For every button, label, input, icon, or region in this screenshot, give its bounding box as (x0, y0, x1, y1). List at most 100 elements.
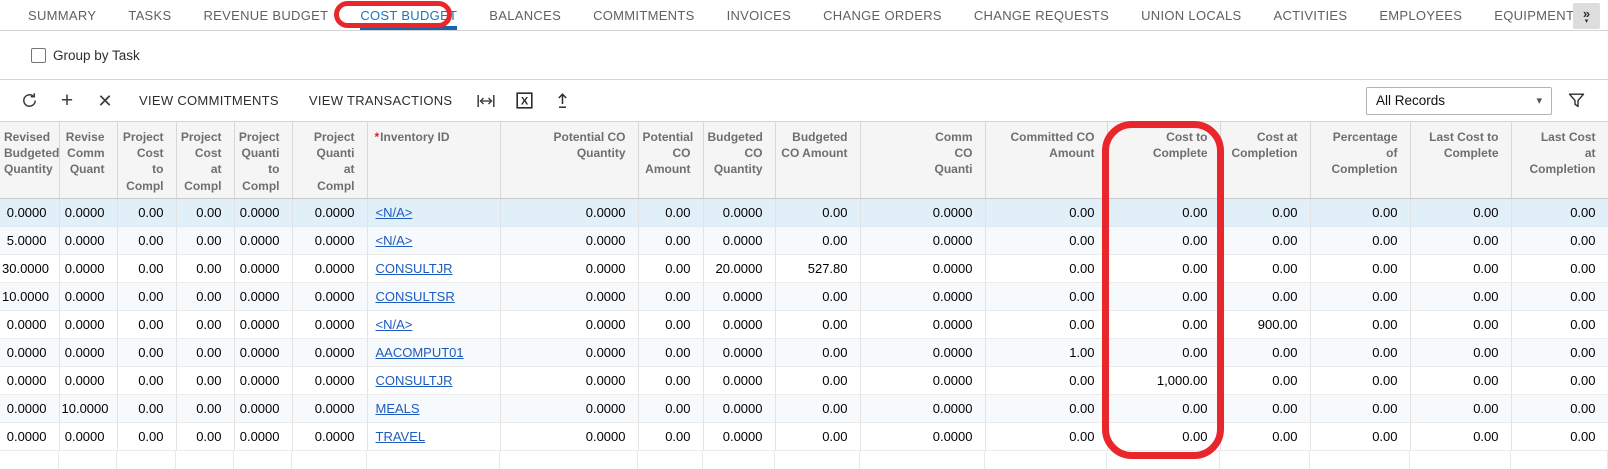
grid-cell-project-quanti-to-compl[interactable]: 0.0000 (234, 338, 293, 367)
grid-cell-inventory-id[interactable]: AACOMPUT01 (367, 338, 501, 367)
grid-cell-budgeted-co-amount[interactable]: 0.00 (775, 226, 861, 255)
grid-cell-project-cost-at-compl[interactable]: 0.00 (176, 422, 235, 451)
grid-cell-budgeted-co-amount[interactable]: 0.00 (775, 310, 861, 339)
grid-cell-project-cost-at-compl[interactable]: 0.00 (176, 338, 235, 367)
grid-cell-project-cost-to-compl[interactable]: 0.00 (117, 254, 177, 283)
grid-cell-percentage-of-completion[interactable]: 0.00 (1310, 198, 1411, 227)
tab-activities[interactable]: ACTIVITIES (1273, 7, 1348, 23)
grid-cell-cost-to-complete[interactable]: 0.00 (1107, 198, 1221, 227)
grid-cell-project-cost-at-compl[interactable]: 0.00 (176, 254, 235, 283)
grid-cell-last-cost-to-complete[interactable]: 0.00 (1410, 338, 1512, 367)
grid-cell-last-cost-at-completion[interactable]: 0.00 (1511, 422, 1608, 451)
grid-cell-cost-at-completion[interactable]: 0.00 (1220, 394, 1311, 423)
grid-cell-project-quanti-at-compl[interactable]: 0.0000 (292, 226, 368, 255)
grid-cell-revise-comm-quant[interactable]: 0.0000 (59, 422, 118, 451)
grid-cell-project-quanti-at-compl[interactable]: 0.0000 (292, 310, 368, 339)
group-by-task-checkbox[interactable] (31, 47, 46, 63)
column-header-project-cost-to-compl[interactable]: Project Cost to Compl (117, 122, 177, 199)
grid-cell-percentage-of-completion[interactable]: 0.00 (1310, 366, 1411, 395)
inventory-id-link[interactable]: CONSULTJR (375, 260, 453, 276)
grid-cell-inventory-id[interactable]: CONSULTJR (367, 366, 501, 395)
grid-cell-project-quanti-to-compl[interactable]: 0.0000 (234, 254, 293, 283)
column-header-percentage-of-completion[interactable]: Percentage of Completion (1310, 122, 1411, 199)
grid-cell-committed-co-amount[interactable]: 0.00 (985, 310, 1108, 339)
grid-cell-project-quanti-to-compl[interactable]: 0.0000 (234, 226, 293, 255)
grid-cell-revised-budgeted-quantity[interactable]: 30.0000 (0, 254, 60, 283)
grid-cell-budgeted-co-quantity[interactable]: 0.0000 (703, 310, 776, 339)
grid-cell-comm-co-quanti[interactable]: 0.0000 (860, 310, 986, 339)
fit-width-button[interactable] (467, 86, 505, 116)
grid-cell-last-cost-at-completion[interactable]: 0.00 (1511, 366, 1608, 395)
delete-row-button[interactable]: ✕ (86, 86, 124, 116)
grid-cell-revised-budgeted-quantity[interactable]: 0.0000 (0, 422, 60, 451)
grid-cell-comm-co-quanti[interactable]: 0.0000 (860, 226, 986, 255)
grid-cell-inventory-id[interactable]: CONSULTJR (367, 254, 501, 283)
grid-cell-budgeted-co-quantity[interactable]: 20.0000 (703, 254, 776, 283)
grid-cell-cost-at-completion[interactable]: 0.00 (1220, 226, 1311, 255)
grid-cell-committed-co-amount[interactable]: 0.00 (985, 226, 1108, 255)
column-header-inventory-id[interactable]: *Inventory ID (367, 122, 501, 199)
tab-revenue-budget[interactable]: REVENUE BUDGET (203, 7, 329, 23)
grid-cell-cost-to-complete[interactable]: 0.00 (1107, 282, 1221, 311)
grid-cell-cost-to-complete[interactable]: 0.00 (1107, 254, 1221, 283)
grid-cell-last-cost-at-completion[interactable]: 0.00 (1511, 254, 1608, 283)
grid-cell-cost-to-complete[interactable]: 0.00 (1107, 422, 1221, 451)
column-header-potential-co-quantity[interactable]: Potential CO Quantity (500, 122, 639, 199)
grid-cell-budgeted-co-quantity[interactable]: 0.0000 (703, 198, 776, 227)
grid-cell-potential-co-amount[interactable]: 0.00 (638, 226, 704, 255)
filter-settings-button[interactable] (1558, 86, 1594, 116)
grid-cell-potential-co-quantity[interactable]: 0.0000 (500, 366, 639, 395)
grid-cell-project-quanti-to-compl[interactable]: 0.0000 (234, 366, 293, 395)
column-header-last-cost-to-complete[interactable]: Last Cost to Complete (1410, 122, 1512, 199)
tab-balances[interactable]: BALANCES (489, 7, 562, 23)
grid-cell-project-quanti-at-compl[interactable]: 0.0000 (292, 366, 368, 395)
grid-cell-last-cost-at-completion[interactable]: 0.00 (1511, 226, 1608, 255)
grid-cell-committed-co-amount[interactable]: 1.00 (985, 338, 1108, 367)
grid-cell-project-quanti-to-compl[interactable]: 0.0000 (234, 422, 293, 451)
grid-cell-committed-co-amount[interactable]: 0.00 (985, 422, 1108, 451)
grid-cell-project-quanti-at-compl[interactable]: 0.0000 (292, 394, 368, 423)
tab-cost-budget[interactable]: COST BUDGET (360, 0, 458, 30)
grid-cell-revised-budgeted-quantity[interactable]: 0.0000 (0, 198, 60, 227)
grid-cell-project-cost-at-compl[interactable]: 0.00 (176, 310, 235, 339)
grid-cell-budgeted-co-amount[interactable]: 0.00 (775, 338, 861, 367)
grid-cell-project-quanti-at-compl[interactable]: 0.0000 (292, 338, 368, 367)
grid-cell-project-quanti-at-compl[interactable]: 0.0000 (292, 282, 368, 311)
grid-cell-potential-co-amount[interactable]: 0.00 (638, 394, 704, 423)
grid-cell-project-cost-to-compl[interactable]: 0.00 (117, 198, 177, 227)
grid-cell-last-cost-to-complete[interactable]: 0.00 (1410, 226, 1512, 255)
grid-cell-potential-co-amount[interactable]: 0.00 (638, 310, 704, 339)
grid-cell-potential-co-quantity[interactable]: 0.0000 (500, 338, 639, 367)
grid-cell-budgeted-co-quantity[interactable]: 0.0000 (703, 226, 776, 255)
grid-cell-revised-budgeted-quantity[interactable]: 0.0000 (0, 394, 60, 423)
grid-cell-revise-comm-quant[interactable]: 0.0000 (59, 310, 118, 339)
export-excel-button[interactable]: X (505, 86, 543, 116)
inventory-id-link[interactable]: CONSULTSR (375, 288, 455, 304)
tab-equipment[interactable]: EQUIPMENT (1494, 7, 1575, 23)
inventory-id-link[interactable]: <N/A> (375, 316, 413, 332)
grid-cell-committed-co-amount[interactable]: 0.00 (985, 198, 1108, 227)
inventory-id-link[interactable]: <N/A> (375, 232, 413, 248)
column-header-budgeted-co-quantity[interactable]: Budgeted CO Quantity (703, 122, 776, 199)
inventory-id-link[interactable]: AACOMPUT01 (375, 344, 464, 360)
column-header-project-quanti-at-compl[interactable]: Project Quanti at Compl (292, 122, 368, 199)
grid-cell-last-cost-to-complete[interactable]: 0.00 (1410, 198, 1512, 227)
tab-summary[interactable]: SUMMARY (28, 7, 97, 23)
grid-cell-potential-co-quantity[interactable]: 0.0000 (500, 310, 639, 339)
grid-cell-percentage-of-completion[interactable]: 0.00 (1310, 254, 1411, 283)
grid-cell-project-quanti-to-compl[interactable]: 0.0000 (234, 198, 293, 227)
grid-cell-last-cost-at-completion[interactable]: 0.00 (1511, 338, 1608, 367)
grid-cell-comm-co-quanti[interactable]: 0.0000 (860, 338, 986, 367)
grid-cell-cost-at-completion[interactable]: 0.00 (1220, 338, 1311, 367)
grid-cell-revise-comm-quant[interactable]: 0.0000 (59, 366, 118, 395)
column-header-cost-at-completion[interactable]: Cost at Completion (1220, 122, 1311, 199)
tab-change-requests[interactable]: CHANGE REQUESTS (973, 7, 1110, 23)
grid-cell-project-cost-at-compl[interactable]: 0.00 (176, 366, 235, 395)
column-header-revised-budgeted-quantity[interactable]: Revised Budgeted Quantity (0, 122, 60, 199)
tab-change-orders[interactable]: CHANGE ORDERS (823, 7, 942, 23)
tab-union-locals[interactable]: UNION LOCALS (1141, 7, 1242, 23)
grid-cell-committed-co-amount[interactable]: 0.00 (985, 394, 1108, 423)
grid-cell-budgeted-co-quantity[interactable]: 0.0000 (703, 394, 776, 423)
grid-cell-cost-at-completion[interactable]: 0.00 (1220, 366, 1311, 395)
grid-cell-cost-at-completion[interactable]: 0.00 (1220, 254, 1311, 283)
